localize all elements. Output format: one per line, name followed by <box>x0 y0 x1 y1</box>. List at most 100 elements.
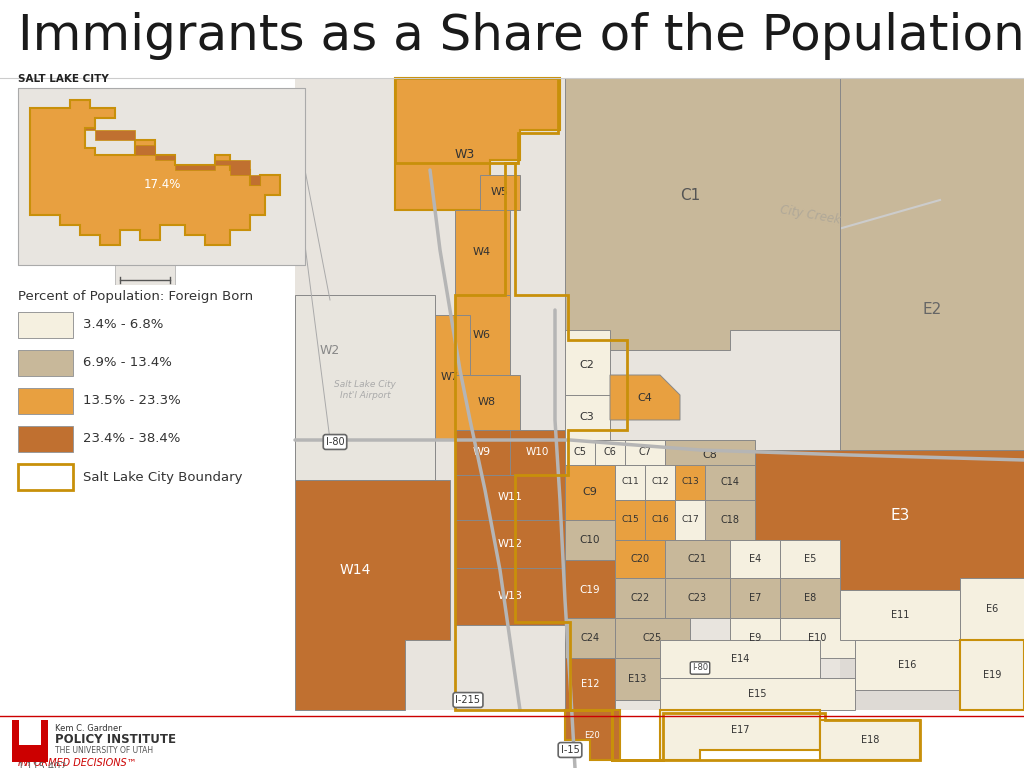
Bar <box>840 78 1024 710</box>
Polygon shape <box>455 520 565 568</box>
Polygon shape <box>625 440 665 465</box>
Text: Salt Lake City
Int'l Airport: Salt Lake City Int'l Airport <box>334 380 396 399</box>
Polygon shape <box>961 640 1024 710</box>
Text: E5: E5 <box>804 554 816 564</box>
Text: C8: C8 <box>702 450 718 460</box>
Text: W13: W13 <box>498 591 522 601</box>
Text: THE UNIVERSITY OF UTAH: THE UNIVERSITY OF UTAH <box>55 746 154 755</box>
Polygon shape <box>455 295 510 375</box>
Text: Immigrants as a Share of the Population: Immigrants as a Share of the Population <box>18 12 1024 60</box>
Polygon shape <box>675 465 705 500</box>
Text: E19: E19 <box>983 670 1001 680</box>
Polygon shape <box>565 658 615 710</box>
Bar <box>18 388 73 414</box>
Text: 1:115,402: 1:115,402 <box>18 762 68 768</box>
Text: Percent of Population: Foreign Born: Percent of Population: Foreign Born <box>18 290 253 303</box>
Polygon shape <box>780 578 840 618</box>
Polygon shape <box>645 465 675 500</box>
Text: C22: C22 <box>631 593 649 603</box>
Text: E11: E11 <box>891 610 909 620</box>
Polygon shape <box>395 78 560 210</box>
Text: W3: W3 <box>455 148 475 161</box>
Text: C13: C13 <box>681 478 698 486</box>
Text: C6: C6 <box>603 447 616 457</box>
Polygon shape <box>455 568 565 625</box>
Text: Kem C. Gardner: Kem C. Gardner <box>55 724 122 733</box>
Polygon shape <box>615 578 665 618</box>
Text: C21: C21 <box>687 554 707 564</box>
Text: C9: C9 <box>583 487 597 497</box>
Text: INFORMED DECISIONS™: INFORMED DECISIONS™ <box>18 758 136 768</box>
Text: C25: C25 <box>642 633 662 643</box>
Polygon shape <box>660 640 820 678</box>
Text: W5: W5 <box>490 187 509 197</box>
Polygon shape <box>615 658 660 700</box>
Text: W14: W14 <box>339 563 371 577</box>
Polygon shape <box>660 710 820 760</box>
Polygon shape <box>610 375 680 420</box>
Polygon shape <box>665 540 730 578</box>
Text: E9: E9 <box>749 633 761 643</box>
Polygon shape <box>820 720 920 760</box>
Text: W11: W11 <box>498 492 522 502</box>
Text: C18: C18 <box>721 515 739 525</box>
Polygon shape <box>780 540 840 578</box>
Polygon shape <box>565 710 620 760</box>
Polygon shape <box>295 295 435 480</box>
Text: 23.4% - 38.4%: 23.4% - 38.4% <box>83 432 180 445</box>
Polygon shape <box>961 578 1024 640</box>
Text: POLICY INSTITUTE: POLICY INSTITUTE <box>55 733 176 746</box>
Bar <box>18 88 305 265</box>
Text: C17: C17 <box>681 515 698 525</box>
Polygon shape <box>565 618 615 658</box>
Text: E17: E17 <box>731 725 750 735</box>
Bar <box>12 720 48 762</box>
Polygon shape <box>295 480 450 710</box>
Text: E8: E8 <box>804 593 816 603</box>
Text: SALT LAKE CITY: SALT LAKE CITY <box>18 74 109 84</box>
Polygon shape <box>565 560 615 620</box>
Text: E12: E12 <box>581 679 599 689</box>
Polygon shape <box>455 210 510 295</box>
Text: W10: W10 <box>525 447 549 457</box>
Polygon shape <box>480 175 520 210</box>
Polygon shape <box>565 78 840 350</box>
Text: E15: E15 <box>748 689 766 699</box>
Text: C1: C1 <box>680 187 700 203</box>
Polygon shape <box>615 618 690 658</box>
Polygon shape <box>840 78 1024 450</box>
Polygon shape <box>565 330 610 400</box>
Polygon shape <box>660 678 855 710</box>
Polygon shape <box>455 375 520 430</box>
Polygon shape <box>565 440 595 465</box>
Text: E2: E2 <box>923 303 942 317</box>
Polygon shape <box>565 465 615 520</box>
Text: I-215: I-215 <box>456 695 480 705</box>
Polygon shape <box>780 618 855 658</box>
Text: C11: C11 <box>622 478 639 486</box>
Polygon shape <box>840 590 961 640</box>
Polygon shape <box>510 430 565 475</box>
Bar <box>18 350 73 376</box>
Text: 6.9% - 13.4%: 6.9% - 13.4% <box>83 356 172 369</box>
Text: E14: E14 <box>731 654 750 664</box>
Text: 17.4%: 17.4% <box>143 178 180 191</box>
Text: C5: C5 <box>573 447 587 457</box>
Text: City Creek: City Creek <box>778 204 842 227</box>
Text: W4: W4 <box>473 247 492 257</box>
Polygon shape <box>85 128 260 185</box>
Text: I‐80: I‐80 <box>692 664 708 673</box>
Text: E18: E18 <box>861 735 880 745</box>
Polygon shape <box>615 500 645 540</box>
Text: W2: W2 <box>319 343 340 356</box>
Text: Salt Lake City Boundary: Salt Lake City Boundary <box>83 471 243 484</box>
Polygon shape <box>665 578 730 618</box>
Text: I-80: I-80 <box>326 437 344 447</box>
Text: C24: C24 <box>581 633 600 643</box>
Bar <box>18 88 305 265</box>
Text: E3: E3 <box>890 508 909 522</box>
Polygon shape <box>615 465 645 500</box>
Polygon shape <box>455 475 565 520</box>
Polygon shape <box>565 520 615 560</box>
Text: W7: W7 <box>441 372 459 382</box>
